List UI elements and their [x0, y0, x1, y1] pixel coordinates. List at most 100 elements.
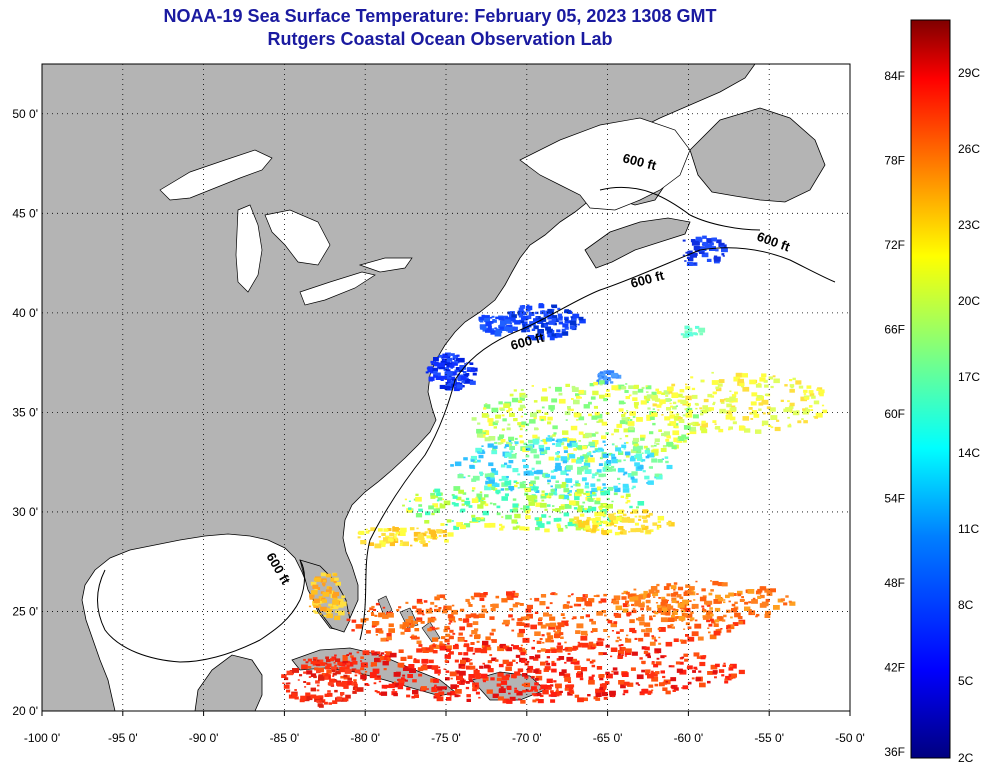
sst-pixel [533, 325, 539, 330]
sst-pixel [681, 395, 685, 398]
colorbar-f-label: 84F [884, 69, 905, 83]
sst-pixel [602, 520, 608, 524]
sst-pixel [603, 398, 608, 402]
sst-pixel [483, 315, 490, 320]
sst-pixel [656, 442, 660, 445]
sst-pixel [549, 622, 557, 628]
sst-pixel [543, 612, 549, 617]
sst-pixel [397, 685, 404, 690]
sst-pixel [474, 685, 478, 687]
sst-pixel [718, 597, 724, 602]
sst-pixel [550, 470, 554, 473]
sst-pixel [341, 595, 346, 599]
sst-pixel [303, 671, 307, 674]
sst-pixel [556, 329, 561, 333]
sst-pixel [748, 609, 752, 612]
sst-pixel [485, 430, 488, 432]
sst-pixel [591, 659, 596, 663]
sst-pixel [526, 660, 530, 663]
sst-pixel [542, 388, 547, 392]
sst-pixel [381, 543, 386, 547]
sst-pixel [506, 476, 509, 478]
sst-pixel [573, 603, 578, 607]
sst-pixel [576, 672, 583, 678]
sst-pixel [434, 669, 441, 674]
sst-pixel [573, 660, 580, 665]
sst-pixel [728, 426, 733, 430]
sst-pixel [774, 426, 781, 432]
sst-pixel [584, 507, 588, 510]
sst-pixel [644, 592, 651, 597]
map-title: NOAA-19 Sea Surface Temperature: Februar… [163, 6, 717, 26]
sst-pixel [641, 459, 646, 462]
sst-pixel [673, 582, 678, 585]
sst-pixel [770, 385, 774, 389]
sst-pixel [690, 376, 694, 379]
sst-pixel [318, 596, 323, 599]
sst-pixel [454, 694, 459, 698]
sst-pixel [555, 452, 559, 455]
sst-pixel [414, 628, 420, 632]
sst-pixel [357, 536, 361, 539]
sst-pixel [425, 511, 431, 516]
sst-pixel [409, 668, 416, 673]
sst-pixel [542, 641, 545, 644]
sst-pixel [514, 437, 518, 440]
sst-pixel [310, 687, 316, 692]
sst-pixel [646, 447, 650, 451]
sst-pixel [554, 457, 560, 461]
sst-pixel [713, 599, 721, 604]
sst-pixel [306, 670, 313, 675]
sst-pixel [599, 505, 604, 509]
sst-pixel [578, 316, 584, 321]
sst-pixel [459, 681, 465, 685]
sst-pixel [492, 693, 499, 698]
sst-pixel [530, 624, 537, 630]
sst-pixel [601, 610, 607, 614]
sst-pixel [530, 676, 534, 679]
sst-pixel [642, 470, 646, 473]
sst-pixel [415, 513, 423, 518]
sst-pixel [625, 383, 628, 385]
sst-pixel [514, 484, 518, 488]
sst-pixel [528, 336, 534, 340]
sst-pixel [334, 577, 339, 581]
sst-pixel [434, 596, 440, 601]
sst-pixel [340, 675, 344, 679]
sst-pixel [551, 438, 555, 441]
sst-pixel [689, 429, 697, 435]
sst-pixel [487, 668, 494, 673]
sst-pixel [621, 386, 627, 390]
sst-pixel [535, 527, 540, 531]
sst-pixel [598, 377, 602, 380]
sst-pixel [484, 494, 489, 498]
sst-pixel [636, 674, 644, 680]
sst-pixel [491, 639, 497, 643]
colorbar-c-label: 2C [958, 751, 974, 765]
sst-pixel [453, 386, 460, 392]
sst-pixel [445, 633, 451, 638]
sst-pixel [430, 601, 435, 605]
sst-pixel [640, 524, 645, 528]
sst-pixel [551, 668, 557, 673]
sst-pixel [616, 423, 623, 428]
sst-pixel [382, 660, 389, 666]
sst-pixel [550, 592, 554, 595]
sst-pixel [454, 359, 460, 364]
sst-pixel [748, 407, 753, 410]
sst-pixel [677, 399, 682, 403]
sst-pixel [508, 614, 513, 618]
sst-pixel [575, 526, 581, 531]
sst-pixel [557, 649, 563, 653]
sst-pixel [435, 375, 442, 380]
sst-pixel [546, 632, 551, 636]
sst-pixel [509, 608, 514, 611]
sst-pixel [305, 661, 309, 664]
sst-pixel [608, 452, 613, 456]
sst-pixel [540, 494, 547, 499]
sst-pixel [446, 357, 453, 362]
sst-pixel [596, 420, 600, 423]
sst-pixel [533, 693, 538, 697]
sst-pixel [579, 318, 586, 324]
sst-pixel [481, 314, 485, 318]
